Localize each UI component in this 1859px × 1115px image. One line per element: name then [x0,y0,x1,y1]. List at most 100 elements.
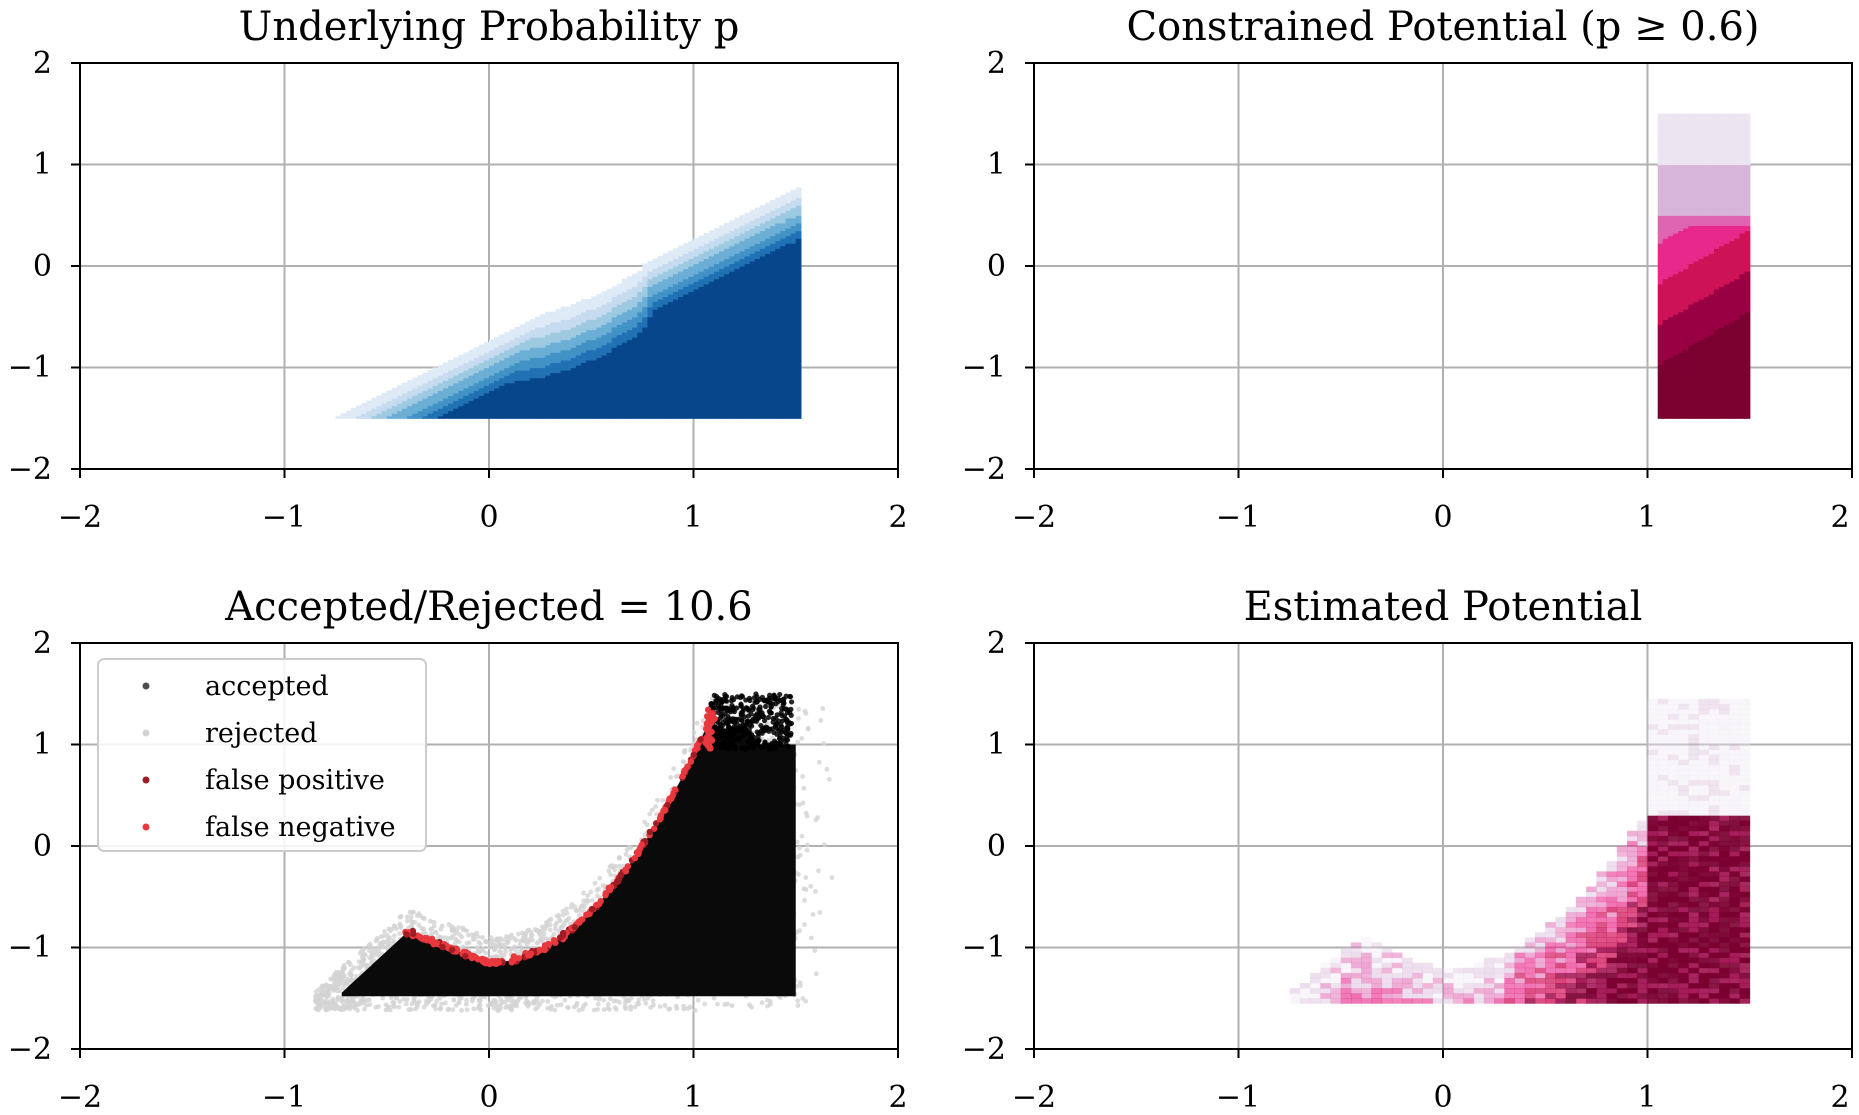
contour-cell [1662,141,1669,145]
contour-cell [775,344,782,348]
contour-cell [529,329,536,333]
contour-cell [754,255,761,259]
contour-cell [790,243,797,247]
contour-cell [1678,113,1684,117]
contour-cell [524,392,531,397]
contour-cell [524,347,531,351]
contour-cell [673,314,679,318]
contour-cell [376,413,383,417]
contour-cell [1678,324,1684,328]
contour-cell [688,245,695,249]
contour-cell [647,271,654,275]
contour-cell [565,395,572,399]
contour-cell [662,413,669,417]
contour-cell [775,334,782,338]
contour-cell [734,227,741,232]
contour-cell [1683,349,1689,353]
contour-cell [1662,271,1669,275]
contour-cell [642,367,649,371]
contour-cell [688,354,695,358]
contour-cell [1667,390,1674,394]
contour-cell [586,375,592,379]
contour-cell [1678,205,1684,209]
contour-cell [1688,334,1695,338]
contour-cell [596,319,603,323]
contour-cell [749,311,756,315]
contour-cell [1662,227,1669,232]
contour-cell [427,385,434,389]
contour-cell [698,276,705,280]
contour-cell [478,415,485,419]
contour-cell [422,392,429,397]
contour-cell [775,215,782,219]
contour-cell [759,337,766,341]
contour-cell [545,405,551,409]
contour-cell [1678,210,1684,214]
contour-cell [601,304,608,308]
contour-cell [667,392,674,397]
contour-cell [581,324,587,328]
contour-cell [1688,415,1695,419]
contour-cell [581,301,587,305]
contour-cell [713,230,720,234]
contour-cell [611,385,618,389]
contour-cell [448,385,454,389]
contour-cell [759,301,766,305]
contour-cell [703,288,710,292]
contour-cell [581,329,587,333]
contour-cell [637,298,643,303]
contour-cell [703,326,710,331]
contour-cell [754,316,761,320]
contour-cell [678,395,684,399]
contour-cell [529,375,536,379]
contour-cell [713,390,720,394]
contour-cell [499,342,505,346]
contour-cell [545,403,551,407]
contour-cell [473,359,480,364]
contour-cell [734,238,741,242]
contour-cell [647,266,654,270]
contour-cell [713,331,720,336]
contour-cell [790,326,797,331]
contour-cell [1667,415,1674,419]
contour-cell [407,387,413,391]
contour-cell [1662,245,1669,249]
contour-cell [473,362,480,366]
contour-cell [1683,293,1689,298]
contour-cell [1662,243,1669,247]
contour-cell [621,359,628,364]
contour-cell [642,339,649,343]
contour-cell [540,364,546,369]
contour-cell [734,337,741,341]
contour-cell [473,375,480,379]
contour-cell [458,364,465,369]
contour-cell [729,354,735,358]
contour-cell [642,306,649,310]
contour-cell [1667,253,1674,257]
contour-cell [524,324,531,328]
contour-cell [698,258,705,262]
contour-cell [683,260,689,265]
contour-cell [703,364,710,369]
contour-cell [529,413,536,417]
contour-cell [1688,395,1695,399]
contour-cell [1673,405,1679,409]
contour-cell [468,403,475,407]
contour-cell [703,415,710,419]
contour-cell [1678,230,1684,234]
contour-cell [627,283,633,287]
contour-cell [499,392,505,397]
contour-cell [575,354,582,358]
contour-cell [407,403,413,407]
contour-cell [775,319,782,323]
contour-cell [770,253,776,257]
contour-cell [1667,177,1674,181]
contour-cell [770,385,776,389]
contour-cell [662,331,669,336]
contour-cell [1688,380,1695,384]
contour-cell [703,337,710,341]
contour-cell [560,349,567,353]
contour-cell [545,331,551,336]
contour-cell [754,210,761,214]
contour-cell [673,339,679,343]
